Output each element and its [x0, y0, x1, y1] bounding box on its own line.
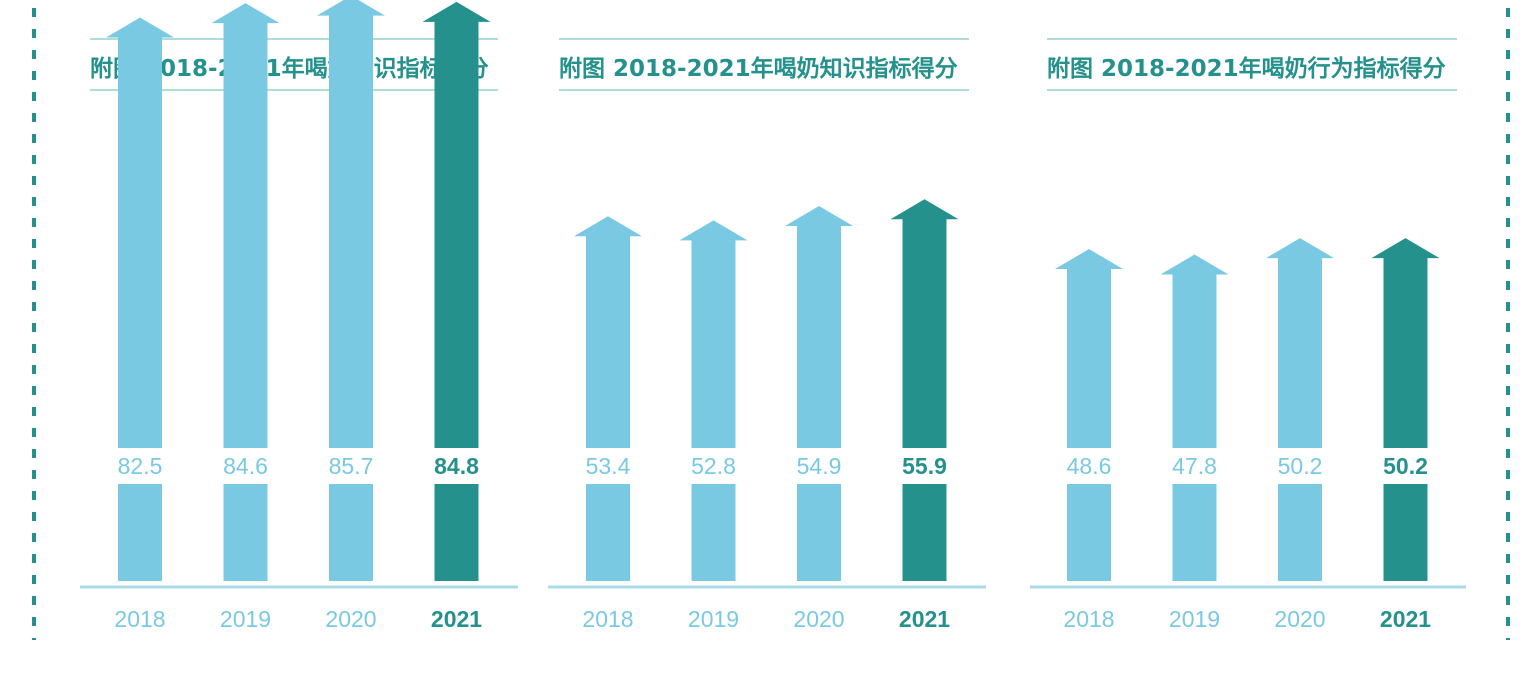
value-label: 82.5 — [118, 453, 163, 479]
bar-lower — [223, 484, 268, 581]
x-tick-label: 2021 — [1380, 606, 1431, 632]
bar-upper — [679, 220, 748, 448]
bar-upper — [422, 1, 491, 448]
x-tick-label: 2021 — [431, 606, 482, 632]
chart-title: 附图 2018-2021年喝奶行为指标得分 — [1047, 55, 1446, 82]
bar-upper — [574, 216, 642, 448]
value-label: 47.8 — [1172, 453, 1217, 479]
bar-arrow-2019 — [1160, 254, 1229, 581]
bar-upper — [890, 199, 959, 448]
value-label: 48.6 — [1067, 453, 1112, 479]
x-tick-label: 2018 — [582, 606, 633, 632]
x-tick-label: 2020 — [1274, 606, 1325, 632]
bar-arrow-2018 — [574, 216, 642, 581]
bar-arrow-2020 — [785, 206, 853, 581]
bar-upper — [211, 3, 280, 448]
value-label: 53.4 — [586, 453, 631, 479]
bar-arrow-2019 — [679, 220, 748, 581]
value-label: 52.8 — [691, 453, 736, 479]
value-label: 54.9 — [797, 453, 842, 479]
bar-upper — [106, 17, 174, 449]
bar-lower — [1383, 484, 1428, 581]
bar-upper — [1266, 238, 1334, 448]
bar-lower — [902, 484, 947, 581]
value-label: 85.7 — [329, 453, 374, 479]
value-label: 84.8 — [434, 453, 479, 479]
x-tick-label: 2021 — [899, 606, 950, 632]
x-tick-label: 2018 — [1063, 606, 1114, 632]
bar-arrow-2021 — [890, 199, 959, 581]
x-tick-label: 2019 — [1169, 606, 1220, 632]
bar-lower — [329, 484, 373, 581]
bar-arrow-2021 — [422, 1, 491, 581]
bar-lower — [1278, 484, 1322, 581]
bar-upper — [1371, 238, 1440, 448]
x-tick-label: 2018 — [114, 606, 165, 632]
chart-title: 附图 2018-2021年喝奶知识指标得分 — [559, 55, 958, 82]
bar-arrow-2018 — [1055, 249, 1123, 581]
bar-upper — [785, 206, 853, 448]
value-label: 55.9 — [902, 453, 947, 479]
value-label: 50.2 — [1278, 453, 1323, 479]
bar-lower — [691, 484, 736, 581]
bar-arrow-2020 — [1266, 238, 1334, 581]
bar-lower — [434, 484, 479, 581]
chart-panel-knowledge: 附图 2018-2021年喝奶知识指标得分 53.4 2018 52.8 2019 54… — [548, 38, 986, 632]
bar-arrow-2018 — [106, 17, 174, 581]
bar-arrow-2020 — [317, 0, 385, 581]
bar-upper — [317, 0, 385, 448]
chart-panel-behavior: 附图 2018-2021年喝奶行为指标得分 48.6 2018 47.8 2019 50… — [1030, 38, 1466, 632]
bar-lower — [586, 484, 630, 581]
bar-lower — [1172, 484, 1217, 581]
bar-upper — [1160, 254, 1229, 448]
x-tick-label: 2019 — [688, 606, 739, 632]
value-label: 84.6 — [223, 453, 268, 479]
bar-lower — [797, 484, 841, 581]
bar-arrow-2019 — [211, 3, 280, 581]
bar-upper — [1055, 249, 1123, 448]
x-tick-label: 2019 — [220, 606, 271, 632]
chart-panel-awareness: 附图 2018-2021年喝奶意识指标得分 82.5201884.6201985… — [80, 0, 518, 632]
bar-lower — [1067, 484, 1111, 581]
x-tick-label: 2020 — [793, 606, 844, 632]
value-label: 50.2 — [1383, 453, 1428, 479]
bar-arrow-2021 — [1371, 238, 1440, 581]
bar-lower — [118, 484, 162, 581]
x-tick-label: 2020 — [325, 606, 376, 632]
